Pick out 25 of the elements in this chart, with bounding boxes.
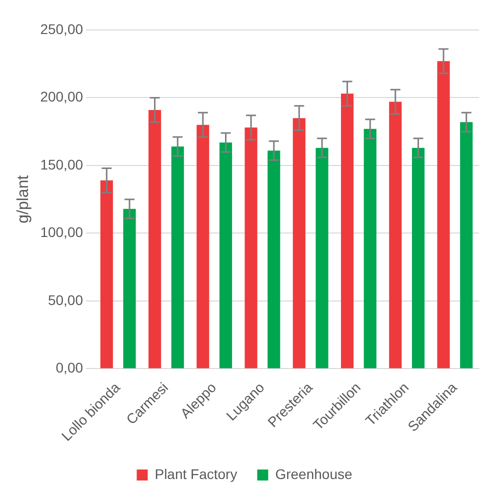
bar: [340, 94, 354, 368]
y-tick-label: 200,00: [40, 88, 84, 105]
bar: [219, 142, 232, 368]
bar: [389, 102, 402, 368]
legend-label: Plant Factory: [154, 466, 238, 482]
y-axis-title: g/plant: [15, 174, 32, 224]
bar: [268, 150, 280, 368]
bar: [100, 180, 113, 368]
bar: [123, 208, 136, 368]
bar: [316, 148, 328, 368]
bar: [148, 110, 162, 368]
bar: [244, 128, 258, 368]
bar: [196, 124, 210, 368]
bar: [364, 128, 376, 368]
y-tick-label: 50,00: [48, 292, 84, 308]
y-tick-label: 150,00: [40, 156, 84, 172]
bar: [292, 118, 306, 368]
legend-label: Greenhouse: [275, 466, 352, 482]
y-tick-label: 250,00: [40, 20, 84, 37]
bar: [412, 148, 425, 368]
bar: [460, 122, 473, 368]
bar: [437, 61, 450, 368]
bar: [171, 146, 184, 368]
y-tick-label: 100,00: [40, 224, 84, 240]
y-tick-label: 0,00: [56, 360, 84, 376]
